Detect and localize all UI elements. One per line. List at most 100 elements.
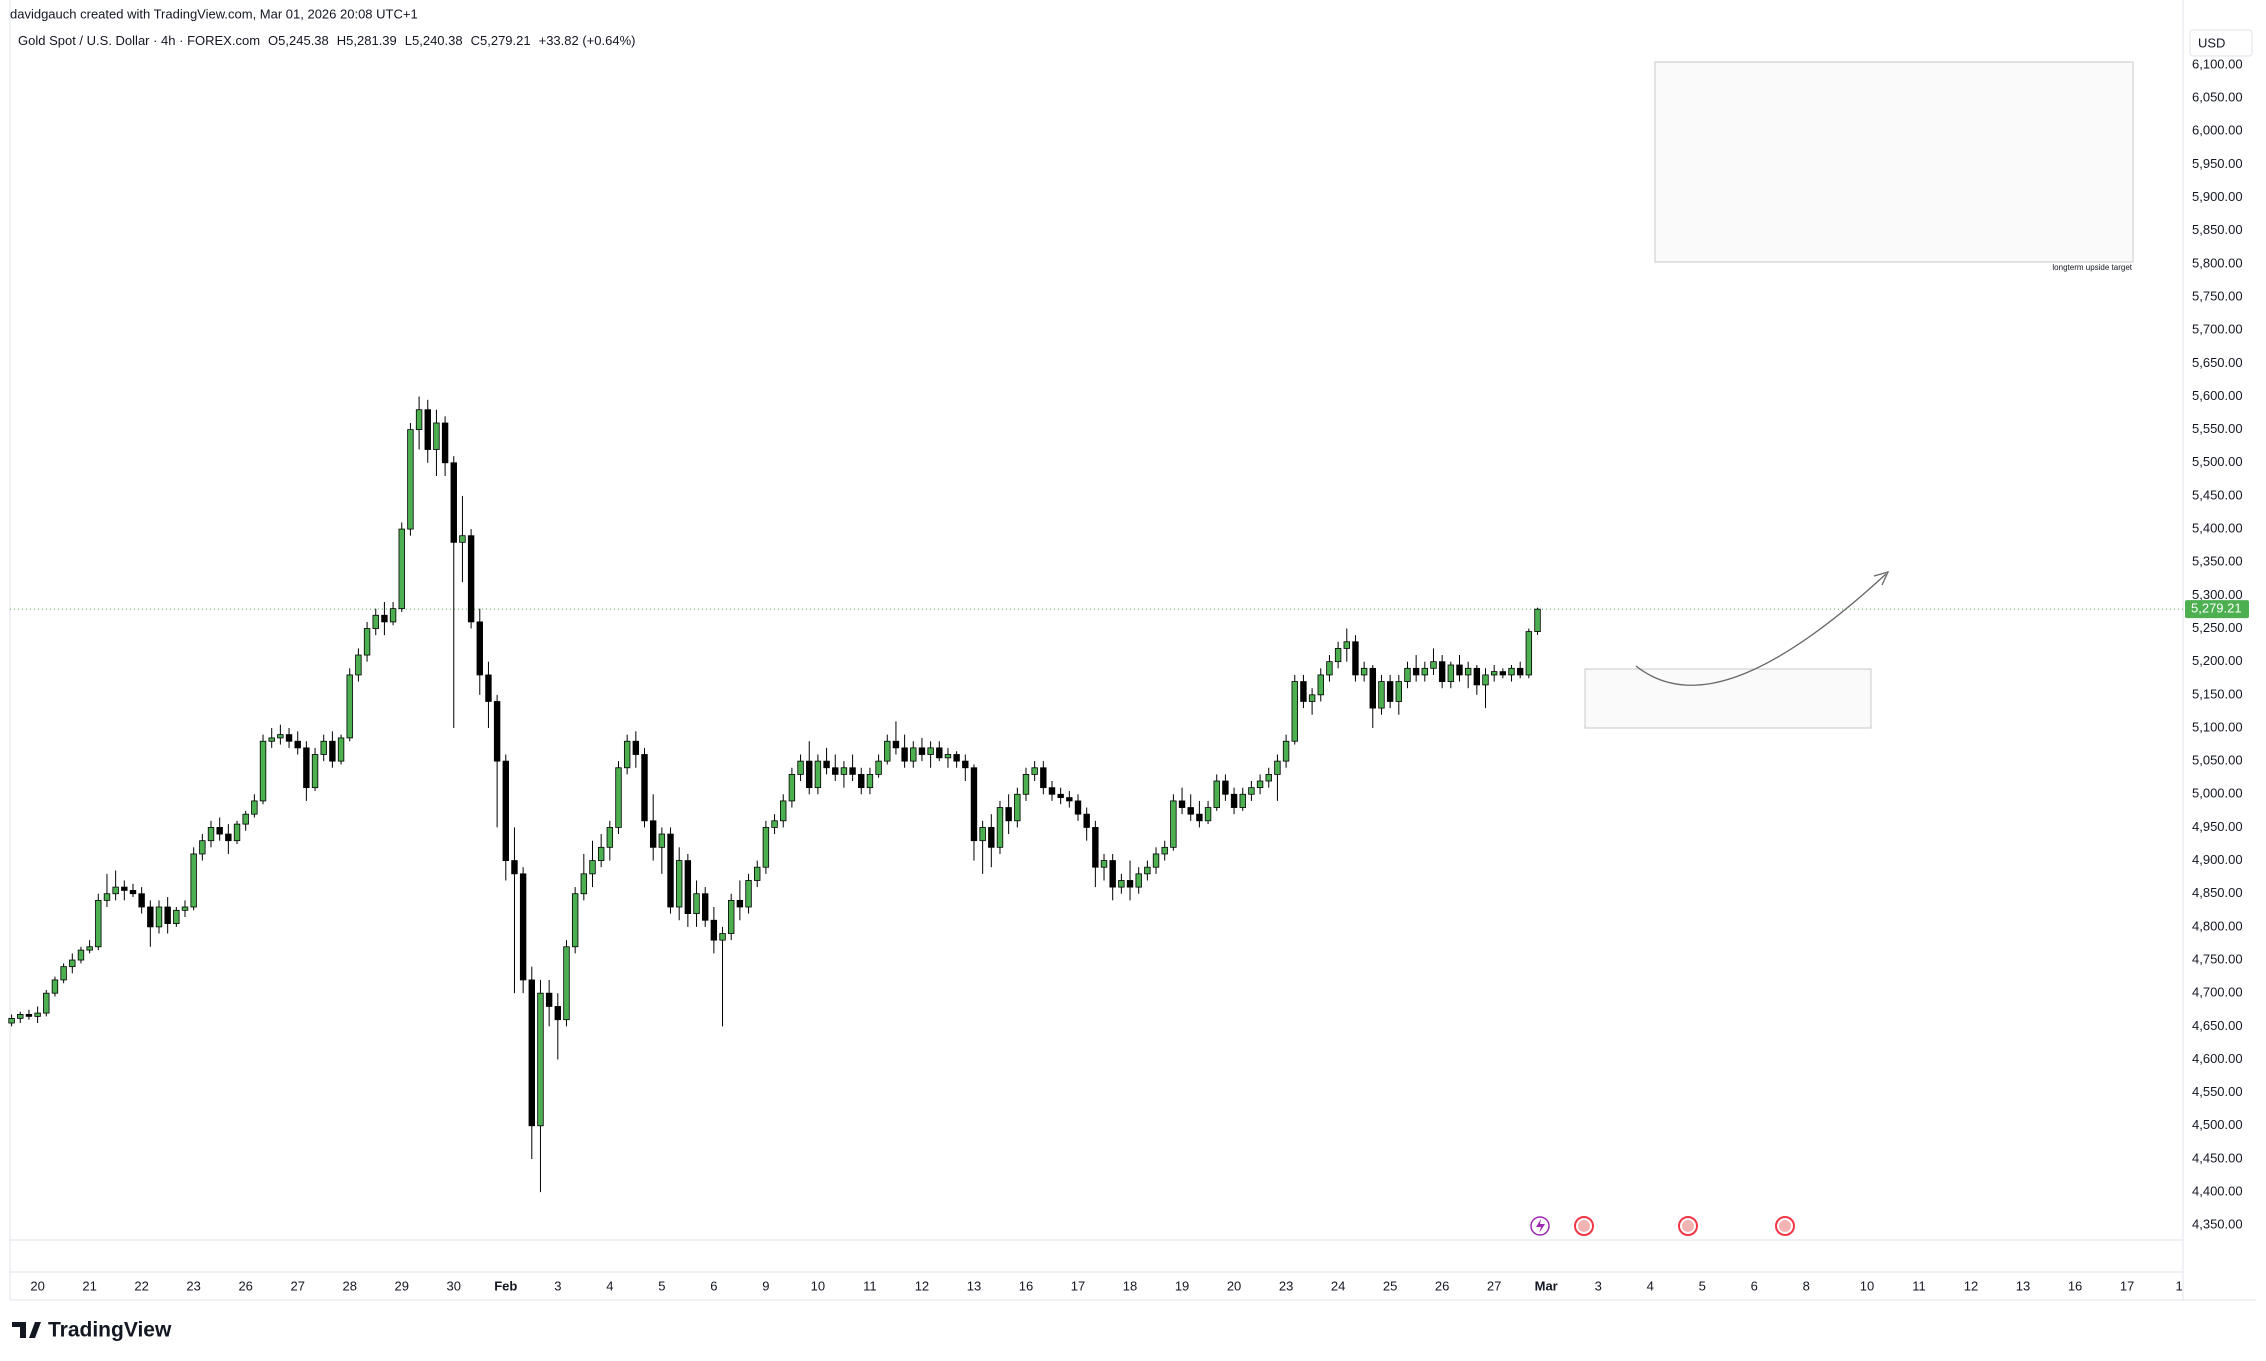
candle-body: [1152, 853, 1160, 868]
candle-body: [199, 840, 206, 855]
y-tick-label: 5,250.00: [2192, 620, 2243, 635]
x-tick-label: 27: [290, 1278, 304, 1293]
candle-body: [736, 899, 744, 908]
x-tick-label: 8: [1803, 1278, 1810, 1293]
y-tick-label: 5,000.00: [2192, 786, 2243, 801]
candle-body: [147, 906, 154, 928]
candle-body: [728, 899, 735, 934]
candle-body: [129, 890, 137, 895]
arrow-head: [1873, 570, 1890, 586]
candle-body: [424, 409, 431, 450]
candle-body: [1482, 674, 1489, 686]
currency-box[interactable]: [2189, 29, 2253, 57]
zone-box: [1584, 668, 1872, 729]
candle-body: [433, 422, 440, 450]
candle-body: [1447, 664, 1455, 682]
candle-body: [563, 946, 570, 1021]
candle-body: [545, 992, 553, 1007]
candle-body: [710, 919, 718, 941]
y-tick-label: 6,100.00: [2192, 56, 2243, 71]
candle-body: [1464, 667, 1472, 676]
candle-body: [43, 992, 50, 1014]
y-tick-label: 4,900.00: [2192, 852, 2243, 867]
event-flags[interactable]: [1574, 1216, 1795, 1236]
candle-body: [1265, 773, 1272, 782]
candle-body: [580, 873, 588, 895]
candle-body: [60, 966, 67, 981]
y-tick-label: 5,700.00: [2192, 322, 2243, 337]
ohlc-value: 5,245.38: [278, 33, 329, 48]
candle-body: [294, 740, 301, 749]
logo: TradingView: [48, 1319, 172, 1342]
candle-body: [1239, 793, 1246, 808]
candle-body: [1256, 780, 1264, 789]
candle-body: [346, 674, 353, 739]
candle-body: [329, 740, 336, 762]
candle-body: [355, 654, 362, 676]
candle-body: [1161, 846, 1168, 855]
candle-body: [320, 740, 327, 755]
candle-body: [1430, 661, 1437, 669]
x-tick-label: 20: [1227, 1278, 1241, 1293]
candle-body: [537, 992, 544, 1127]
candle-body: [519, 873, 527, 981]
y-tick-label: 5,100.00: [2192, 719, 2243, 734]
x-tick-label: 3: [554, 1278, 561, 1293]
x-tick-label: 4: [1647, 1278, 1654, 1293]
candle-body: [858, 773, 865, 789]
y-tick-label: 4,550.00: [2192, 1084, 2243, 1099]
candle-body: [1196, 813, 1203, 822]
y-tick-label: 4,400.00: [2192, 1184, 2243, 1199]
x-tick-label: 19: [1175, 1278, 1189, 1293]
x-tick-label: 10: [1860, 1278, 1874, 1293]
candle-body: [1248, 787, 1255, 795]
y-tick-label: 5,150.00: [2192, 686, 2243, 701]
candle-body: [363, 628, 371, 656]
y-tick-label: 5,300.00: [2192, 587, 2243, 602]
candle-body: [1404, 667, 1411, 682]
candle-body: [1100, 860, 1108, 868]
candle-body: [1456, 664, 1463, 676]
event-bolt: [1536, 1219, 1545, 1233]
candle-body: [476, 621, 483, 676]
candle-body: [1534, 608, 1541, 632]
currency[interactable]: USD: [2198, 35, 2225, 50]
candle-body: [1222, 780, 1229, 795]
candle-body: [589, 860, 596, 875]
candle-body: [251, 800, 258, 815]
candle-body: [797, 760, 804, 775]
candle-body: [381, 614, 388, 623]
candle-body: [788, 773, 796, 802]
x-tick-label: 26: [238, 1278, 252, 1293]
x-tick-label: 20: [30, 1278, 44, 1293]
candle-body: [1031, 767, 1038, 775]
candle-body: [554, 1006, 562, 1021]
candle-body: [936, 747, 943, 759]
candle-body: [771, 820, 778, 828]
candle-body: [415, 409, 423, 431]
candle-body: [95, 899, 102, 948]
candle-body: [866, 773, 874, 789]
candle-body: [155, 906, 163, 928]
y-tick-label: 4,500.00: [2192, 1117, 2243, 1132]
x-tick-label: 13: [2016, 1278, 2030, 1293]
candle-body: [1144, 866, 1151, 875]
candle-body: [285, 734, 293, 742]
candle-body: [311, 754, 319, 789]
candle-body: [1516, 667, 1524, 676]
x-tick-label: 16: [1019, 1278, 1033, 1293]
candle-body: [918, 747, 926, 755]
y-tick-label: 5,600.00: [2192, 388, 2243, 403]
projection-arrow: [1635, 573, 1887, 686]
x-tick-label: 30: [447, 1278, 461, 1293]
x-tick-label: 5: [658, 1278, 665, 1293]
candle-body: [173, 909, 180, 924]
symbol: Gold Spot / U.S. Dollar · 4h · FOREX.com: [18, 33, 260, 48]
candle-body: [806, 760, 813, 789]
candle-body: [103, 893, 111, 901]
candle-body: [702, 893, 709, 921]
candle-body: [207, 827, 215, 842]
candle-body: [121, 886, 128, 891]
candle-body: [762, 827, 770, 868]
candle-body: [1473, 667, 1481, 686]
